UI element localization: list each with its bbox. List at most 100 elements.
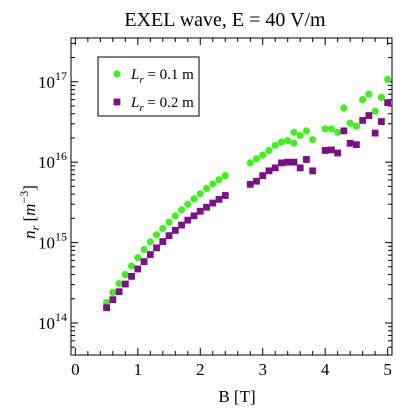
y-tick-label: 1015	[38, 230, 67, 253]
data-point	[171, 226, 179, 234]
data-point	[346, 139, 354, 147]
x-tick-label: 5	[383, 360, 392, 379]
data-point	[253, 177, 260, 185]
data-point	[134, 254, 142, 262]
data-point	[102, 298, 111, 307]
plot-frame	[70, 37, 393, 356]
data-point	[203, 203, 210, 211]
data-point	[377, 118, 385, 125]
data-point	[184, 216, 192, 224]
data-point	[128, 272, 135, 280]
data-point	[115, 279, 123, 288]
data-point	[346, 119, 354, 127]
data-point	[121, 280, 129, 288]
data-point	[309, 136, 317, 144]
data-point	[209, 180, 217, 188]
data-point	[271, 164, 279, 172]
data-point	[334, 128, 342, 136]
data-point	[159, 224, 167, 233]
data-point	[134, 265, 142, 273]
data-point	[265, 167, 273, 175]
data-point	[284, 137, 292, 145]
y-axis-label: nr [m−3]	[17, 185, 42, 239]
x-tick-label: 0	[71, 360, 80, 379]
data-point	[377, 93, 385, 101]
data-point	[296, 164, 304, 172]
data-point	[252, 155, 261, 163]
y-axis: 1014 1015 1016 1017	[38, 42, 392, 356]
x-tick-label: 1	[134, 360, 143, 379]
data-point	[121, 270, 129, 279]
data-point	[371, 107, 379, 115]
data-point	[359, 117, 367, 124]
data-point	[165, 232, 173, 240]
data-point	[178, 221, 185, 229]
data-point	[303, 156, 310, 163]
data-point	[321, 125, 329, 133]
data-point	[127, 262, 136, 270]
data-point	[334, 149, 342, 157]
data-point	[146, 238, 154, 246]
data-point	[384, 75, 392, 83]
x-tick-label: 2	[196, 360, 205, 379]
data-point	[153, 244, 160, 252]
legend-label: Lr = 0.1 m	[130, 67, 194, 86]
series-1	[102, 75, 392, 307]
data-point	[284, 158, 292, 166]
data-point	[259, 151, 267, 159]
data-point	[190, 195, 198, 203]
data-point	[221, 172, 229, 180]
plot-frame-border	[70, 37, 393, 356]
data-point	[171, 212, 179, 220]
data-point	[109, 288, 117, 297]
data-point	[359, 95, 367, 104]
legend-box	[97, 56, 200, 117]
y-tick-label: 1014	[38, 310, 67, 333]
data-point	[196, 190, 204, 198]
data-point	[340, 104, 348, 112]
data-point	[365, 90, 373, 98]
data-point	[371, 129, 379, 137]
data-point	[165, 218, 173, 226]
x-tick-label: 4	[321, 360, 330, 379]
data-point	[103, 304, 110, 312]
data-point	[215, 176, 223, 184]
data-point	[215, 195, 223, 203]
series-layer	[102, 75, 392, 312]
data-point	[152, 231, 161, 239]
data-point	[196, 207, 204, 215]
data-point	[140, 245, 148, 254]
y-tick-label: 1016	[38, 149, 67, 172]
data-point	[340, 127, 348, 135]
data-point	[353, 141, 360, 149]
data-point	[290, 139, 298, 147]
data-point	[327, 125, 336, 133]
legend: Lr = 0.1 m Lr = 0.2 m	[97, 56, 200, 117]
data-point	[190, 212, 198, 220]
data-point	[184, 200, 192, 208]
data-point	[146, 251, 154, 258]
data-point	[246, 180, 254, 188]
data-point	[159, 238, 167, 245]
x-axis: 0 1 2 3 4 5	[71, 38, 392, 379]
data-point	[265, 146, 273, 155]
data-point	[271, 141, 279, 149]
data-point	[309, 167, 317, 175]
data-point	[177, 206, 186, 214]
legend-marker	[113, 70, 121, 78]
data-point	[321, 147, 329, 154]
data-point	[365, 112, 373, 119]
data-point	[209, 199, 217, 207]
data-point	[290, 128, 298, 136]
y-tick-label: 1017	[38, 69, 67, 92]
data-point	[109, 296, 117, 304]
data-point	[259, 172, 267, 180]
x-tick-label: 3	[258, 360, 267, 379]
legend-marker	[113, 98, 121, 106]
legend-label: Lr = 0.2 m	[130, 95, 194, 114]
data-point	[296, 131, 304, 140]
data-point	[384, 99, 392, 107]
data-point	[277, 138, 286, 146]
